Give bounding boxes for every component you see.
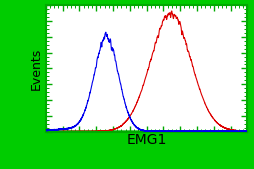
X-axis label: EMG1: EMG1	[126, 133, 166, 147]
Y-axis label: Events: Events	[30, 47, 43, 90]
